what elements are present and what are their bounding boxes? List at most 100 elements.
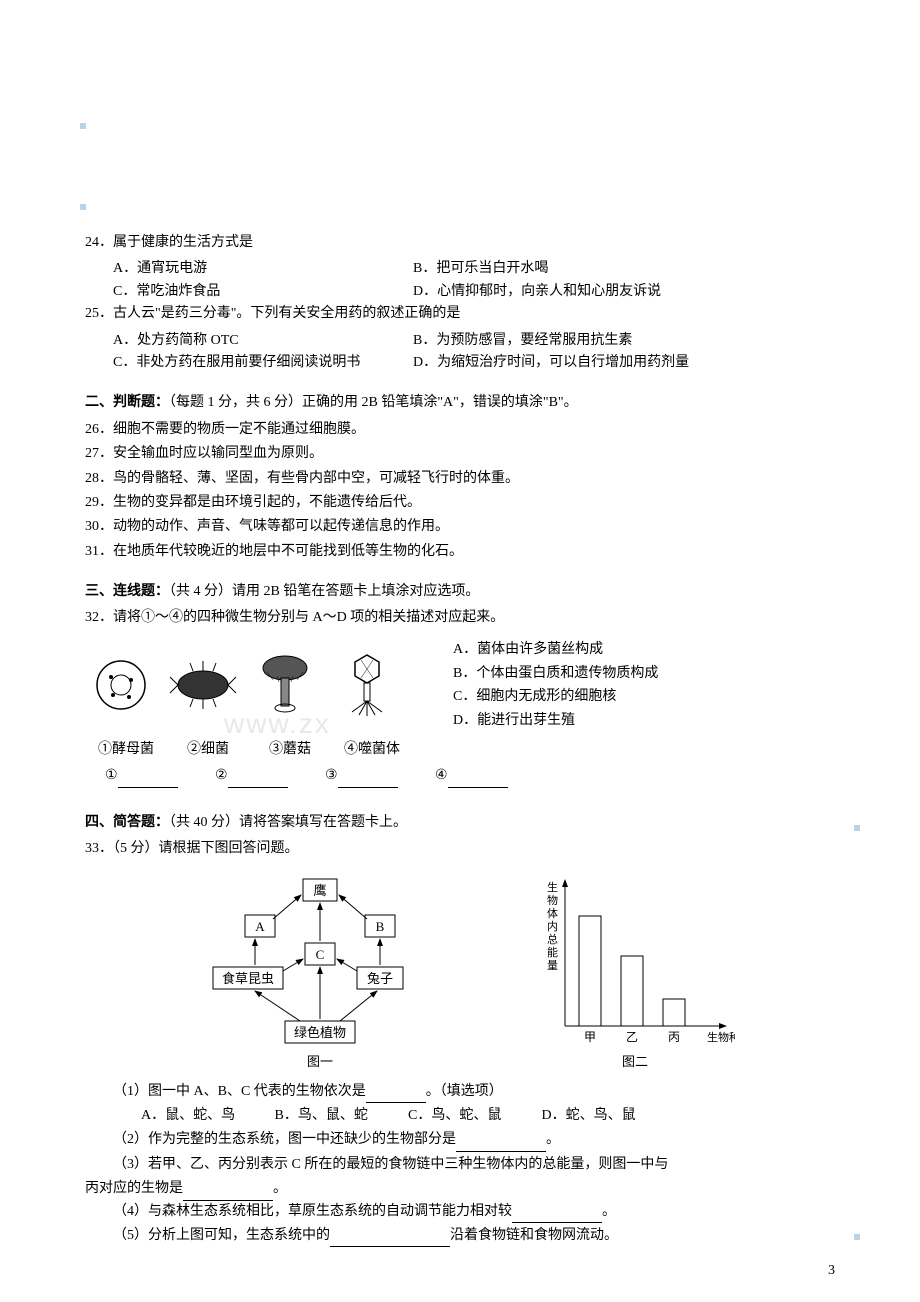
blank-line xyxy=(366,1089,426,1103)
section2-desc: （每题 1 分，共 6 分）正确的用 2B 铅笔填涂"A"，错误的填涂"B"。 xyxy=(169,395,578,410)
q32-label-1: ①酵母菌 xyxy=(85,739,167,761)
q24-opt-b: B．把可乐当白开水喝 xyxy=(413,258,835,280)
q31: 31．在地质年代较晚近的地层中不可能找到低等生物的化石。 xyxy=(85,541,835,563)
q25-options-row2: C．非处方药在服用前要仔细阅读说明书 D．为缩短治疗时间，可以自行增加用药剂量 xyxy=(113,352,835,374)
svg-text:生: 生 xyxy=(547,880,558,894)
q25-opt-b: B．为预防感冒，要经常服用抗生素 xyxy=(413,330,835,352)
q24-options-row1: A．通宵玩电游 B．把可乐当白开水喝 xyxy=(113,258,835,280)
svg-text:量: 量 xyxy=(547,959,558,972)
q32-label-4: ④噬菌体 xyxy=(331,739,413,761)
q29: 29．生物的变异都是由环境引起的，不能遗传给后代。 xyxy=(85,492,835,514)
svg-text:鹰: 鹰 xyxy=(313,883,326,898)
q33-sub3-line2: 丙对应的生物是。 xyxy=(85,1178,835,1200)
q32-desc-c: C．细胞内无成形的细胞核 xyxy=(453,685,658,709)
document-content: 24．属于健康的生活方式是 A．通宵玩电游 B．把可乐当白开水喝 C．常吃油炸食… xyxy=(85,232,835,1247)
q32-blank-3: ③ xyxy=(325,765,435,787)
q24-opt-c: C．常吃油炸食品 xyxy=(113,281,413,303)
q25-opt-c: C．非处方药在服用前要仔细阅读说明书 xyxy=(113,352,413,374)
q24-stem: 属于健康的生活方式是 xyxy=(113,235,253,250)
page-number: 3 xyxy=(828,1260,835,1282)
q32-desc-a: A．菌体由许多菌丝构成 xyxy=(453,638,658,662)
svg-text:图一: 图一 xyxy=(307,1054,333,1069)
blank-line xyxy=(456,1138,546,1152)
q28: 28．鸟的骨骼轻、薄、坚固，有些骨内部中空，可减轻飞行时的体重。 xyxy=(85,468,835,490)
blank-line xyxy=(118,774,178,788)
section3-desc: （共 4 分）请用 2B 铅笔在答题卡上填涂对应选项。 xyxy=(169,584,479,599)
page-marker xyxy=(854,1234,860,1240)
bacteria-image xyxy=(167,649,239,721)
q32-images-row: A．菌体由许多菌丝构成 B．个体由蛋白质和遗传物质构成 C．细胞内无成形的细胞核… xyxy=(85,638,835,733)
page-marker xyxy=(854,825,860,831)
svg-text:兔子: 兔子 xyxy=(367,971,393,986)
q32-label-2: ②细菌 xyxy=(167,739,249,761)
q32-label-3: ③蘑菇 xyxy=(249,739,331,761)
svg-text:内: 内 xyxy=(547,919,558,933)
q32-desc-b: B．个体由蛋白质和遗传物质构成 xyxy=(453,662,658,686)
blank-line xyxy=(448,774,508,788)
blank-line xyxy=(512,1209,602,1223)
svg-text:生物种类: 生物种类 xyxy=(707,1030,735,1044)
q32-blank-2: ② xyxy=(215,765,325,787)
q32-desc-d: D．能进行出芽生殖 xyxy=(453,709,658,733)
q25-number: 25． xyxy=(85,306,113,321)
svg-text:能: 能 xyxy=(547,945,558,959)
q25-options-row1: A．处方药简称 OTC B．为预防感冒，要经常服用抗生素 xyxy=(113,330,835,352)
question-24: 24．属于健康的生活方式是 xyxy=(85,232,835,254)
page-marker xyxy=(80,123,86,129)
q27: 27．安全输血时应以输同型血为原则。 xyxy=(85,443,835,465)
section4-title: 四、简答题： xyxy=(85,815,169,830)
svg-text:图二: 图二 xyxy=(622,1054,648,1069)
blank-line xyxy=(330,1233,450,1247)
svg-text:乙: 乙 xyxy=(626,1030,638,1044)
q33-sub3: （3）若甲、乙、丙分别表示 C 所在的最短的食物链中三种生物体内的总能量，则图一… xyxy=(113,1154,835,1176)
q25-opt-a: A．处方药简称 OTC xyxy=(113,330,413,352)
svg-text:食草昆虫: 食草昆虫 xyxy=(222,971,274,986)
mushroom-image xyxy=(249,649,321,721)
blank-line xyxy=(228,774,288,788)
section3-heading: 三、连线题：（共 4 分）请用 2B 铅笔在答题卡上填涂对应选项。 xyxy=(85,581,835,603)
svg-text:A: A xyxy=(255,919,265,934)
svg-text:总: 总 xyxy=(547,932,558,946)
q33-sub4: （4）与森林生态系统相比，草原生态系统的自动调节能力相对较。 xyxy=(113,1201,835,1223)
q33-sub2: （2）作为完整的生态系统，图一中还缺少的生物部分是。 xyxy=(113,1129,835,1151)
q33-stem: 33．（5 分）请根据下图回答问题。 xyxy=(85,838,835,860)
q32-descriptions: A．菌体由许多菌丝构成 B．个体由蛋白质和遗传物质构成 C．细胞内无成形的细胞核… xyxy=(453,638,658,733)
q32-blanks: ① ② ③ ④ xyxy=(105,765,835,787)
q32-blank-1: ① xyxy=(105,765,215,787)
q25-stem: 古人云"是药三分毒"。下列有关安全用药的叙述正确的是 xyxy=(113,306,460,321)
q25-opt-d: D．为缩短治疗时间，可以自行增加用药剂量 xyxy=(413,352,835,374)
section2-heading: 二、判断题：（每题 1 分，共 6 分）正确的用 2B 铅笔填涂"A"，错误的填… xyxy=(85,392,835,414)
blank-line xyxy=(183,1187,273,1201)
q32-blank-4: ④ xyxy=(435,765,545,787)
q24-options-row2: C．常吃油炸食品 D．心情抑郁时，向亲人和知心朋友诉说 xyxy=(113,281,835,303)
section4-heading: 四、简答题：（共 40 分）请将答案填写在答题卡上。 xyxy=(85,812,835,834)
page-marker xyxy=(80,204,86,210)
svg-text:B: B xyxy=(376,919,385,934)
svg-text:物: 物 xyxy=(547,893,558,907)
q33-sub5: （5）分析上图可知，生态系统中的沿着食物链和食物网流动。 xyxy=(113,1225,835,1247)
section2-title: 二、判断题： xyxy=(85,395,169,410)
energy-bar-chart: 生 物 体 内 总 能 量 甲 乙 丙 生物种类 图二 xyxy=(535,871,735,1071)
blank-line xyxy=(338,774,398,788)
q24-opt-d: D．心情抑郁时，向亲人和知心朋友诉说 xyxy=(413,281,835,303)
food-web-diagram: 鹰 A B C 食草昆虫 兔子 绿色植物 图一 xyxy=(185,871,455,1071)
svg-text:体: 体 xyxy=(547,906,558,920)
q30: 30．动物的动作、声音、气味等都可以起传递信息的作用。 xyxy=(85,516,835,538)
q32-labels: ①酵母菌 ②细菌 ③蘑菇 ④噬菌体 xyxy=(85,739,835,761)
section3-title: 三、连线题： xyxy=(85,584,169,599)
q26: 26．细胞不需要的物质一定不能通过细胞膜。 xyxy=(85,419,835,441)
phage-image xyxy=(331,649,403,721)
svg-text:绿色植物: 绿色植物 xyxy=(294,1025,346,1040)
q33-diagrams: 鹰 A B C 食草昆虫 兔子 绿色植物 图一 xyxy=(85,871,835,1071)
q24-number: 24． xyxy=(85,235,113,250)
q24-opt-a: A．通宵玩电游 xyxy=(113,258,413,280)
yeast-image xyxy=(85,649,157,721)
q33-sub1-options: A．鼠、蛇、鸟 B．鸟、鼠、蛇 C．鸟、蛇、鼠 D．蛇、鸟、鼠 xyxy=(141,1105,835,1127)
svg-text:丙: 丙 xyxy=(668,1030,680,1044)
svg-text:甲: 甲 xyxy=(584,1030,596,1044)
q32-stem: 32．请将①～④的四种微生物分别与 A～D 项的相关描述对应起来。 xyxy=(85,607,835,629)
svg-text:C: C xyxy=(316,947,325,962)
q33-sub1: （1）图一中 A、B、C 代表的生物依次是。（填选项） xyxy=(113,1081,835,1103)
section4-desc: （共 40 分）请将答案填写在答题卡上。 xyxy=(169,815,407,830)
question-25: 25．古人云"是药三分毒"。下列有关安全用药的叙述正确的是 xyxy=(85,303,835,325)
